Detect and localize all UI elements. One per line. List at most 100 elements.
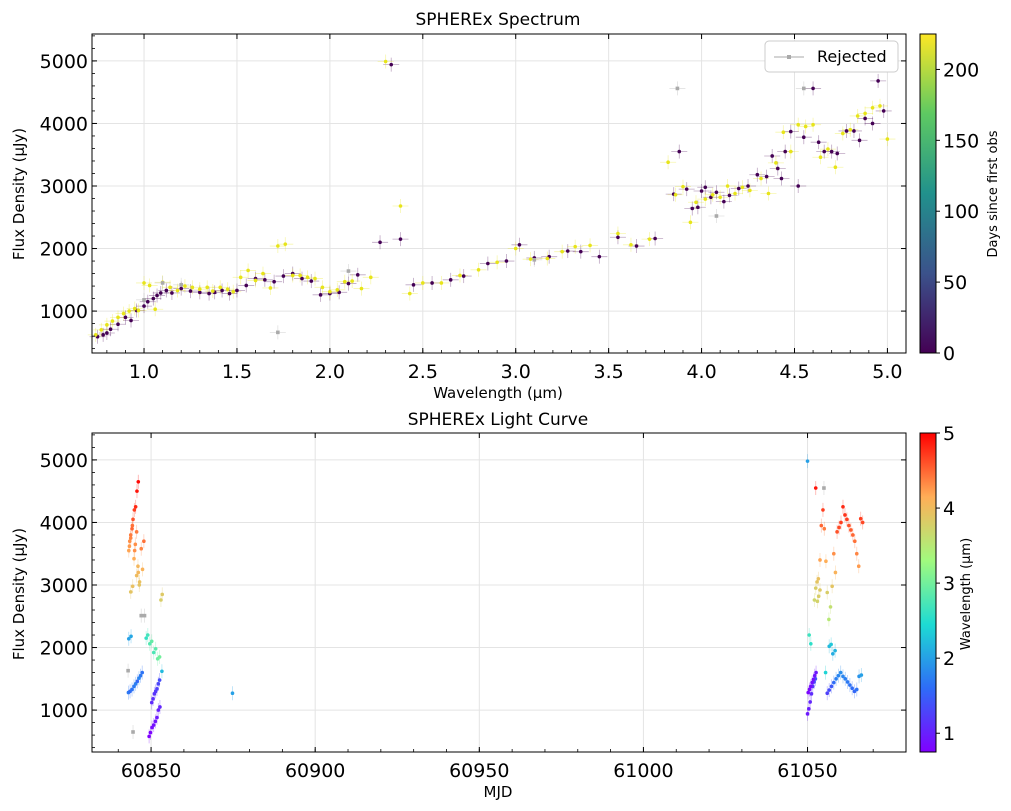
spectrum-data-point [863, 111, 867, 116]
lightcurve-data-point [133, 542, 138, 547]
spectrum-colorbar-tick-label: 0 [943, 343, 955, 365]
spectrum-data-point [504, 259, 509, 263]
lightcurve-ytick-label: 4000 [40, 512, 88, 534]
lightcurve-data-point [138, 673, 143, 678]
lightcurve-data-point [809, 641, 813, 646]
lightcurve-data-point [834, 677, 838, 681]
spectrum-data-point [852, 129, 856, 133]
spectrum-data-point [205, 285, 210, 290]
lightcurve-data-point [816, 594, 821, 599]
lightcurve-data-point [807, 707, 811, 711]
lightcurve-data-point [843, 513, 847, 517]
spectrum-colorbar: 0 50 100 150 200 Days since first obs [919, 33, 1001, 365]
spectrum-data-point [857, 138, 862, 143]
lightcurve-data-point [135, 489, 139, 493]
lightcurve-data-point [149, 700, 154, 705]
spectrum-data-point [350, 279, 354, 283]
lightcurve-data-point [824, 559, 828, 564]
spectrum-data-point [142, 281, 146, 285]
lightcurve-data-point [158, 705, 162, 709]
lightcurve-data-point [140, 670, 145, 675]
spectrum-data-point [129, 318, 133, 323]
spectrum-data-point [774, 161, 778, 165]
spectrum-data-point [733, 191, 737, 196]
spectrum-ytick-label: 4000 [40, 113, 88, 135]
spectrum-data-point [342, 279, 347, 284]
spectrum-colorbar-bar [919, 33, 937, 354]
lightcurve-data-point [809, 692, 814, 696]
lightcurve-data-point [843, 677, 848, 681]
lightcurve-data-point [813, 586, 818, 590]
spectrum-data-point [727, 193, 732, 198]
spectrum-rejected-point [142, 298, 146, 302]
legend-rejected-label: Rejected [817, 47, 887, 66]
spectrum-data-point [207, 291, 211, 296]
lightcurve-data-point [129, 634, 133, 639]
lightcurve-data-point [845, 517, 849, 522]
spectrum-data-point [190, 285, 195, 290]
spectrum-data-point [779, 176, 784, 181]
lightcurve-data-point [836, 673, 841, 678]
spectrum-data-point [709, 195, 713, 200]
spectrum-xtick-label: 2.0 [315, 361, 345, 383]
spectrum-data-point [355, 273, 360, 277]
spectrum-data-point [407, 291, 412, 296]
lightcurve-data-point [811, 677, 816, 682]
lightcurve-xtick-label: 61050 [777, 760, 837, 782]
spectrum-xtick-label: 4.5 [779, 361, 809, 383]
legend-rejected-marker [787, 55, 791, 59]
lightcurve-data-point [831, 680, 836, 685]
spectrum-data-point [597, 254, 602, 259]
lightcurve-ytick-label: 3000 [40, 575, 88, 597]
spectrum-data-point [328, 289, 332, 294]
spectrum-data-point [132, 306, 137, 311]
lightcurve-data-point [833, 570, 838, 575]
spectrum-rejected-point [346, 269, 351, 273]
spectrum-data-point [796, 184, 801, 188]
spectrum-data-point [647, 237, 652, 241]
lightcurve-data-point [155, 687, 159, 691]
spectrum-data-point [253, 278, 258, 283]
lightcurve-data-point [128, 536, 133, 540]
spectrum-data-point [565, 249, 570, 253]
spectrum-data-point [803, 124, 808, 129]
lightcurve-ticks: 60850 60900 60950 61000 61050 1000 2000 3000 400… [40, 433, 907, 782]
lightcurve-data-point [860, 520, 865, 525]
lightcurve-data-point [815, 599, 820, 604]
spectrum-data-point [694, 200, 698, 205]
spectrum-data-point [486, 261, 490, 266]
spectrum-data-point [430, 281, 434, 285]
spectrum-data-point [616, 235, 620, 240]
spectrum-data-point [811, 86, 815, 91]
spectrum-data-point [578, 249, 583, 254]
spectrum-data-point [684, 187, 689, 191]
lightcurve-data-point [142, 539, 146, 544]
spectrum-data-point [781, 130, 786, 135]
spectrum-data-point [736, 186, 741, 191]
lightcurve-data-point [851, 533, 855, 537]
spectrum-data-point [153, 307, 157, 312]
spectrum-data-point [560, 249, 564, 254]
lightcurve-data-point [858, 516, 863, 521]
lightcurve-data-point [126, 548, 131, 553]
spectrum-colorbar-tick-label: 100 [943, 201, 979, 223]
lightcurve-data-point [841, 505, 845, 509]
spectrum-data-point [766, 191, 771, 196]
lightcurve-data-point [133, 505, 138, 509]
spectrum-data-point [105, 331, 109, 335]
spectrum-xtick-label: 2.5 [408, 361, 438, 383]
spectrum-data-point [309, 279, 314, 283]
spectrum-data-point [197, 290, 202, 295]
spectrum-data-point [833, 165, 838, 170]
spectrum-data-point [881, 109, 886, 113]
spectrum-ytick-label: 3000 [40, 176, 88, 198]
lightcurve-data-point [822, 526, 827, 531]
spectrum-ytick-label: 2000 [40, 239, 88, 261]
spectrum-data-point [545, 256, 550, 261]
spectrum-data-point [238, 275, 243, 280]
lightcurve-colorbar-tick-label: 2 [943, 648, 955, 670]
lightcurve-data-point [807, 687, 812, 692]
spectrum-data-point [136, 308, 141, 313]
lightcurve-data-point [148, 730, 153, 735]
spectrum-data-point [101, 333, 105, 337]
